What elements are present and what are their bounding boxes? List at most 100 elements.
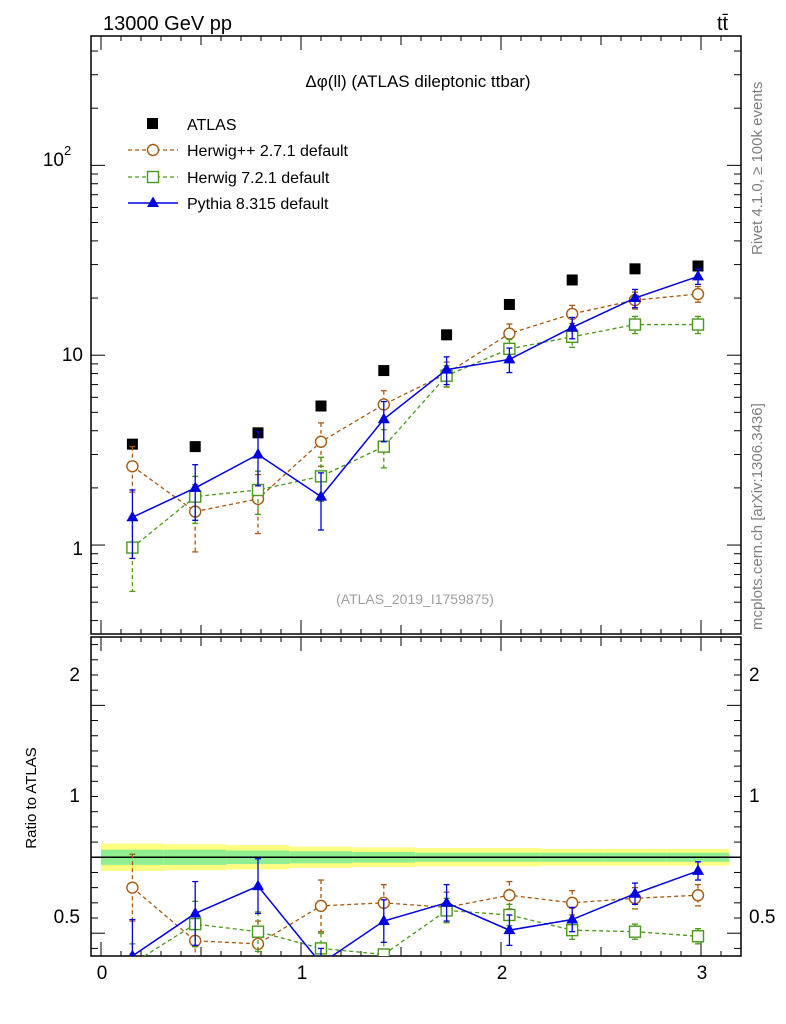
point-0-1 [189,441,201,453]
series-line-1 [132,293,699,513]
point-3-8 [629,291,641,303]
point-0-5 [441,329,453,341]
point-3-5 [440,363,453,374]
svg-text:10: 10 [43,150,64,171]
x-tick-label-2: 2 [497,963,508,984]
series-3 [126,268,704,560]
point-0-3 [315,400,327,412]
ratio-point-2-7 [566,913,579,924]
ratio-line-1 [143,909,699,956]
ratio-line-2 [131,870,699,956]
ratio-point-2-3 [315,957,327,968]
y-tick-label-1: 1 [72,539,83,560]
legend-marker-herwig7 [146,170,160,184]
ratio-axis-label: Ratio to ATLAS [23,747,40,848]
header-process: 13000 GeV pp [103,13,232,35]
ratio-point-2-8 [629,887,641,898]
point-3-3 [315,490,327,501]
ratio-tick-label-right-1: 1 [749,786,760,807]
legend-marker-herwigpp [146,143,160,157]
ratio-point-1-0 [127,958,138,969]
ratio-point-2-5 [440,896,453,907]
ratio-line-0 [131,887,699,945]
point-0-7 [566,274,578,286]
point-0-0 [126,438,138,450]
series-0 [126,260,704,453]
legend-entry-herwig7: Herwig 7.2.1 default [128,170,330,187]
point-3-1 [189,481,202,492]
y-tick-label-100: 10 2 [43,143,71,171]
point-2-9 [691,318,705,331]
ratio-plot-frame [90,636,742,957]
point-1-3 [314,435,328,448]
rivet-version-label: Rivet 4.1.0, ≥ 100k events [749,82,766,255]
legend-entry-pythia: Pythia 8.315 default [128,196,329,213]
ratio-point-0-6 [503,889,516,902]
series-2 [126,315,705,593]
legend-marker-atlas [147,118,158,129]
ratio-tick-label-0.5: 0.5 [54,907,80,928]
legend: ATLAS Herwig++ 2.7.1 default Herwig 7.2.… [128,117,349,213]
point-2-4 [377,440,390,453]
mcplots-label: mcplots.cern.ch [arXiv:1306.3436] [749,403,766,630]
ratio-series [126,853,705,969]
ratio-point-2-0 [128,949,137,956]
x-tick-label-0: 0 [97,963,108,984]
legend-label-pythia: Pythia 8.315 default [187,196,329,213]
legend-entry-herwigpp: Herwig++ 2.7.1 default [128,143,349,160]
point-3-0 [126,510,139,522]
ratio-point-2-4 [377,914,390,926]
series-line-3 [132,275,699,518]
x-tick-label-3: 3 [697,963,708,984]
point-3-9 [692,269,704,281]
legend-label-herwig7: Herwig 7.2.1 default [187,170,330,187]
point-0-6 [503,298,515,310]
ratio-point-2-1 [189,906,202,918]
ratio-uncertainty-bands [91,843,741,871]
ratio-point-2-2 [252,879,264,891]
ratio-series-1 [127,897,705,969]
ratio-point-1-8 [628,925,642,938]
point-2-8 [628,318,642,331]
svg-text:2: 2 [64,143,71,158]
point-0-4 [378,365,390,377]
point-0-9 [692,260,704,272]
point-1-9 [691,287,705,301]
ratio-point-0-7 [566,896,579,910]
legend-label-atlas: ATLAS [187,117,237,134]
axis-ticks [91,36,742,956]
point-3-7 [566,320,579,332]
ratio-tick-label-1: 1 [69,786,80,807]
ratio-point-2-9 [692,864,704,875]
main-plot-frame [90,35,742,635]
ratio-point-1-9 [691,930,705,943]
x-tick-label-1: 1 [297,963,308,984]
point-3-6 [503,352,516,364]
point-3-2 [252,447,264,459]
y-tick-label-10: 10 [62,345,83,366]
main-series [126,260,705,593]
ratio-point-1-2 [251,925,265,938]
ratio-series-2 [128,858,704,968]
ratio-tick-label-2: 2 [69,665,80,686]
analysis-reference: (ATLAS_2019_I1759875) [336,591,494,607]
point-0-8 [629,263,641,275]
ratio-tick-label-right-0.5: 0.5 [749,907,775,928]
series-line-2 [131,323,698,549]
legend-entry-atlas: ATLAS [147,117,237,134]
legend-marker-pythia [147,196,159,207]
point-3-4 [377,412,390,424]
ratio-point-2-6 [503,923,516,935]
ratio-point-0-3 [314,899,328,913]
point-1-0 [126,460,139,473]
series-1 [126,285,705,553]
header-final-state: tt̄ [717,13,729,35]
ratio-point-0-9 [691,889,705,902]
ratio-point-1-4 [377,948,390,956]
plot-title: Δφ(ll) (ATLAS dileptonic ttbar) [305,72,530,91]
legend-label-herwigpp: Herwig++ 2.7.1 default [187,143,349,160]
ratio-point-0-0 [126,881,139,894]
point-1-6 [503,327,516,340]
ratio-tick-label-right-2: 2 [749,665,760,686]
